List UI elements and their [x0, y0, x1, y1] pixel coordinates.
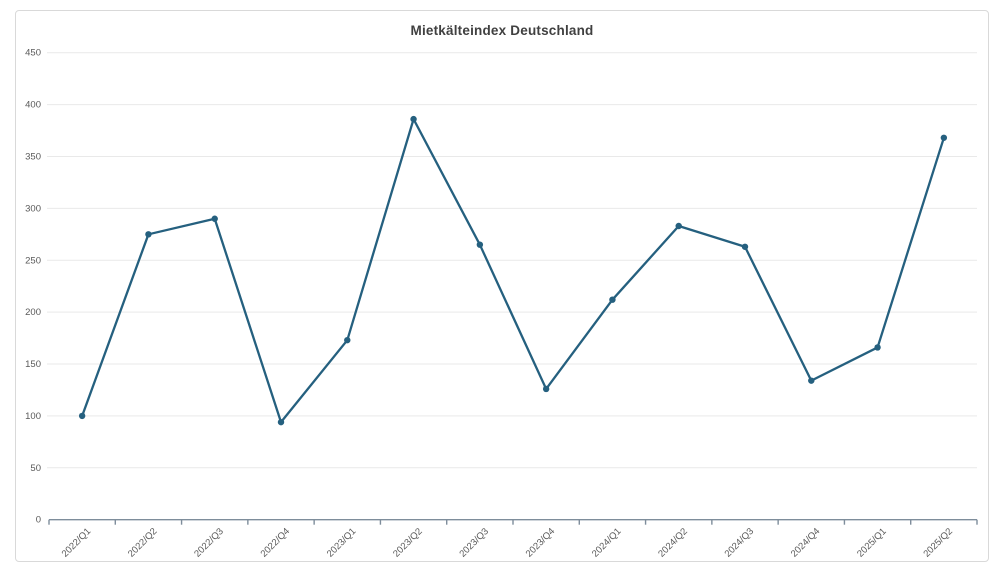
x-axis-tick-label: 2024/Q2: [656, 526, 690, 560]
data-point-marker: [211, 215, 218, 222]
data-point-marker: [277, 418, 285, 426]
data-point-marker: [609, 296, 616, 303]
data-point-marker: [344, 336, 351, 344]
y-axis-tick-label: 150: [25, 359, 41, 370]
data-point-marker: [476, 241, 484, 248]
x-axis-tick-label: 2023/Q4: [524, 526, 558, 560]
chart-card: Mietkälteindex Deutschland 0 50 100 150 200 2…: [15, 10, 989, 562]
chart-title: Mietkälteindex Deutschland: [410, 23, 594, 38]
x-axis-tick-label: 2022/Q4: [259, 526, 293, 560]
series-line: [80, 117, 946, 424]
y-axis-tick-label: 450: [25, 48, 41, 59]
y-axis-tick-label: 0: [36, 515, 41, 526]
x-axis-tick-label: 2024/Q3: [723, 526, 757, 560]
y-axis-tick-label: 400: [25, 100, 41, 111]
y-axis-tick-label: 200: [25, 307, 41, 318]
data-point-marker: [808, 377, 815, 384]
y-axis-tick-label: 50: [30, 463, 41, 474]
data-point-marker: [145, 231, 152, 238]
x-axis-tick-label: 2024/Q4: [789, 526, 823, 560]
data-point-marker: [78, 412, 86, 420]
line-chart-plot-area: 0 50 100 150 200 250 300 350 400 450 2022/Q1 2022/Q…: [25, 48, 978, 560]
y-axis-tick-label: 100: [25, 411, 41, 422]
data-point-marker: [940, 134, 948, 141]
data-point-marker: [410, 115, 417, 123]
x-axis-tick-label: 2022/Q1: [60, 526, 94, 560]
x-axis-tick-label: 2022/Q3: [192, 526, 226, 560]
y-axis-tick-label: 250: [25, 255, 41, 266]
data-point-marker: [675, 222, 682, 230]
data-point-marker: [874, 344, 881, 351]
x-axis-tick-label: 2025/Q2: [921, 526, 955, 560]
y-axis-tick-label: 350: [25, 151, 41, 162]
x-axis-tick-label: 2022/Q2: [126, 526, 160, 560]
x-axis-tick-label: 2023/Q1: [325, 526, 359, 560]
y-axis-tick-label: 300: [25, 203, 41, 214]
x-axis-tick-label: 2025/Q1: [855, 526, 889, 560]
x-axis-tick-label: 2023/Q2: [391, 526, 425, 560]
x-axis-tick-label: 2024/Q1: [590, 526, 624, 560]
x-axis-tick-label: 2023/Q3: [457, 526, 491, 560]
data-point-marker: [542, 385, 550, 393]
data-point-marker: [741, 243, 749, 250]
